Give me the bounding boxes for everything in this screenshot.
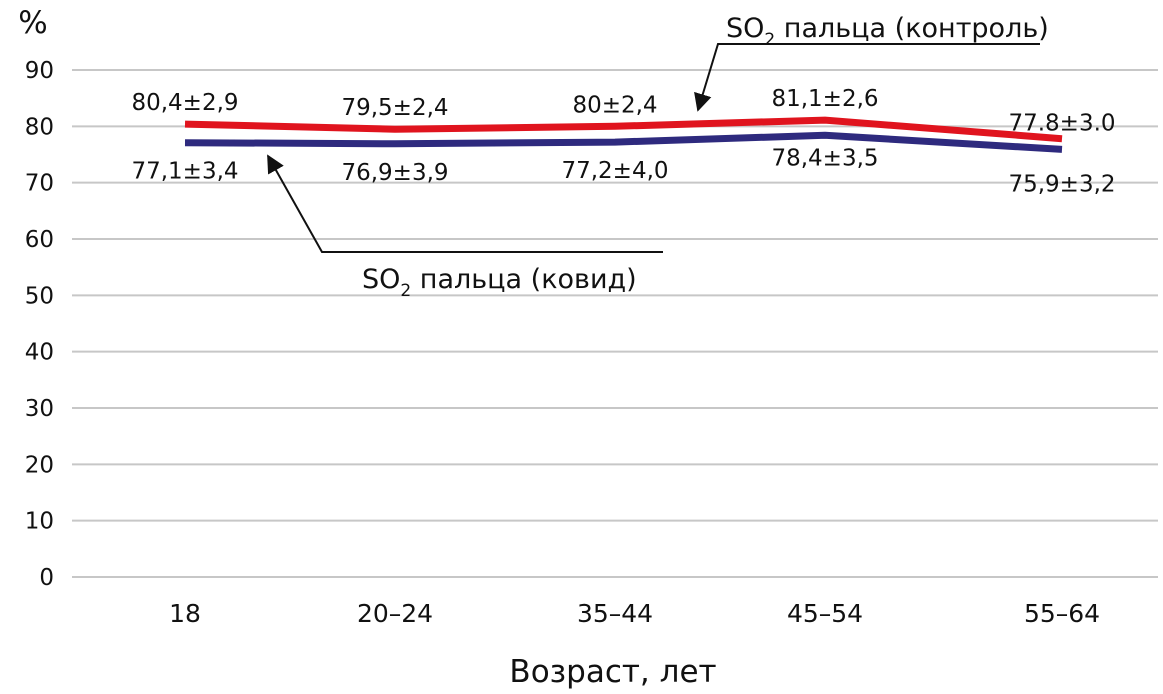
data-label-control: 80,4±2,9 xyxy=(131,90,238,116)
y-tick-label: 10 xyxy=(25,509,54,535)
annotation-control: SO2 пальца (контроль) xyxy=(726,13,1049,50)
y-axis-title: % xyxy=(18,5,47,41)
y-tick-label: 50 xyxy=(25,283,54,309)
y-tick-label: 90 xyxy=(25,58,54,84)
data-label-covid: 77,1±3,4 xyxy=(131,159,238,185)
annotations: SO2 пальца (контроль) SO2 пальца (ковид) xyxy=(267,13,1049,301)
x-tick-label: 18 xyxy=(169,599,201,628)
y-axis-ticks: 0 10 20 30 40 50 60 70 80 90 xyxy=(25,58,54,591)
y-tick-label: 40 xyxy=(25,340,54,366)
leader-line-control xyxy=(694,43,1040,112)
x-axis-ticks: 18 20–24 35–44 45–54 55–64 xyxy=(169,599,1100,628)
data-label-covid: 75,9±3,2 xyxy=(1008,171,1115,197)
data-label-covid: 78,4±3,5 xyxy=(771,145,878,171)
series-line-covid xyxy=(184,131,1063,153)
leader-line-covid xyxy=(267,154,663,253)
data-label-control: 77.8±3.0 xyxy=(1008,111,1115,137)
x-tick-label: 45–54 xyxy=(787,599,863,628)
y-tick-label: 20 xyxy=(25,452,54,478)
data-label-covid: 76,9±3,9 xyxy=(341,160,448,186)
y-tick-label: 60 xyxy=(25,227,54,253)
data-labels: 80,4±2,9 79,5±2,4 80±2,4 81,1±2,6 77.8±3.0 77… xyxy=(131,86,1115,197)
x-tick-label: 35–44 xyxy=(577,599,653,628)
series-line-control xyxy=(184,116,1063,143)
series-lines xyxy=(184,116,1063,153)
annotation-covid: SO2 пальца (ковид) xyxy=(362,264,637,301)
data-label-control: 79,5±2,4 xyxy=(341,95,448,121)
x-axis-title: Возраст, лет xyxy=(509,654,716,690)
data-label-covid: 77,2±4,0 xyxy=(561,158,668,184)
data-label-control: 80±2,4 xyxy=(572,92,657,118)
y-tick-label: 80 xyxy=(25,114,54,140)
x-tick-label: 55–64 xyxy=(1024,599,1100,628)
y-tick-label: 30 xyxy=(25,396,54,422)
data-label-control: 81,1±2,6 xyxy=(771,86,878,112)
x-tick-label: 20–24 xyxy=(357,599,433,628)
y-tick-label: 70 xyxy=(25,171,54,197)
y-tick-label: 0 xyxy=(39,565,54,591)
